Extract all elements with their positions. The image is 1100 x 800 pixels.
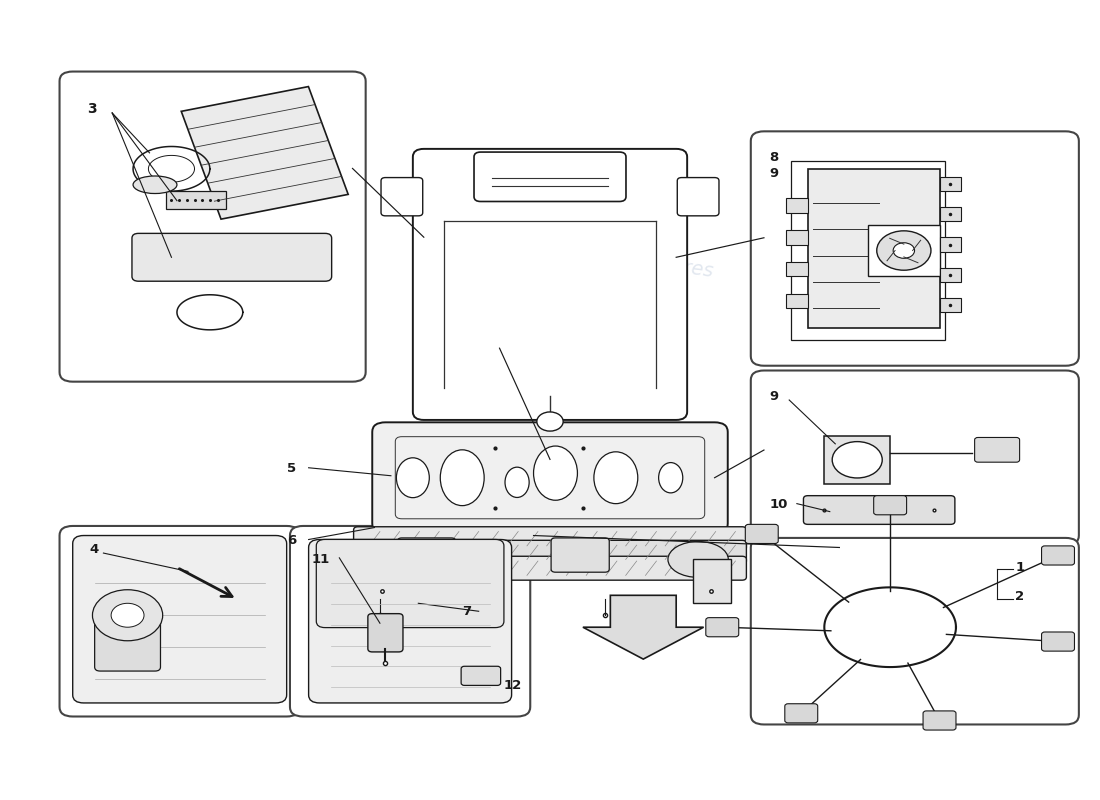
- Text: 11: 11: [312, 554, 330, 566]
- Bar: [868, 225, 939, 277]
- Ellipse shape: [133, 176, 177, 194]
- FancyBboxPatch shape: [751, 370, 1079, 545]
- FancyBboxPatch shape: [751, 538, 1079, 725]
- Text: 3: 3: [87, 102, 97, 116]
- Polygon shape: [182, 86, 349, 219]
- Bar: [363, 559, 402, 603]
- Bar: [824, 436, 890, 484]
- FancyBboxPatch shape: [784, 704, 817, 723]
- Ellipse shape: [659, 462, 683, 493]
- FancyBboxPatch shape: [353, 556, 747, 580]
- FancyBboxPatch shape: [132, 234, 332, 282]
- Text: 1: 1: [1015, 561, 1024, 574]
- Text: eurospares: eurospares: [748, 530, 835, 557]
- Ellipse shape: [594, 452, 638, 504]
- FancyBboxPatch shape: [678, 178, 719, 216]
- Bar: [785, 294, 807, 308]
- Circle shape: [92, 590, 163, 641]
- FancyBboxPatch shape: [381, 178, 422, 216]
- FancyBboxPatch shape: [290, 526, 530, 717]
- FancyBboxPatch shape: [95, 619, 161, 671]
- FancyBboxPatch shape: [751, 131, 1079, 366]
- Text: eurospares: eurospares: [145, 530, 231, 557]
- FancyBboxPatch shape: [59, 71, 365, 382]
- FancyBboxPatch shape: [746, 524, 778, 543]
- Bar: [939, 207, 961, 222]
- FancyBboxPatch shape: [372, 422, 728, 533]
- FancyBboxPatch shape: [59, 526, 300, 717]
- Ellipse shape: [396, 458, 429, 498]
- Bar: [785, 230, 807, 245]
- Bar: [939, 298, 961, 312]
- Polygon shape: [583, 595, 704, 659]
- FancyBboxPatch shape: [353, 526, 747, 550]
- Bar: [807, 169, 939, 328]
- FancyBboxPatch shape: [1042, 632, 1075, 651]
- FancyBboxPatch shape: [803, 496, 955, 524]
- FancyBboxPatch shape: [412, 149, 688, 420]
- FancyBboxPatch shape: [923, 711, 956, 730]
- Text: 7: 7: [462, 606, 471, 618]
- FancyBboxPatch shape: [474, 152, 626, 202]
- Circle shape: [111, 603, 144, 627]
- FancyBboxPatch shape: [975, 438, 1020, 462]
- FancyBboxPatch shape: [317, 539, 504, 628]
- Bar: [939, 177, 961, 191]
- Ellipse shape: [668, 542, 728, 578]
- FancyBboxPatch shape: [461, 666, 500, 686]
- Ellipse shape: [440, 450, 484, 506]
- Text: eurospares: eurospares: [605, 247, 715, 282]
- FancyBboxPatch shape: [309, 539, 512, 703]
- Bar: [939, 268, 961, 282]
- Text: eurospares: eurospares: [187, 247, 298, 282]
- Text: 5: 5: [287, 462, 296, 474]
- Bar: [785, 262, 807, 277]
- Bar: [693, 559, 732, 603]
- FancyBboxPatch shape: [73, 535, 287, 703]
- Bar: [166, 191, 227, 209]
- Circle shape: [537, 412, 563, 431]
- Circle shape: [877, 231, 931, 270]
- Circle shape: [833, 442, 882, 478]
- Text: 4: 4: [89, 543, 98, 556]
- FancyBboxPatch shape: [551, 538, 609, 572]
- FancyBboxPatch shape: [873, 496, 906, 515]
- Bar: [791, 161, 945, 340]
- Text: 12: 12: [504, 679, 522, 692]
- FancyBboxPatch shape: [706, 618, 739, 637]
- Text: 10: 10: [769, 498, 788, 510]
- Text: 9: 9: [769, 166, 779, 180]
- FancyBboxPatch shape: [397, 538, 455, 572]
- FancyBboxPatch shape: [367, 614, 403, 652]
- FancyBboxPatch shape: [1042, 546, 1075, 565]
- Ellipse shape: [534, 446, 578, 500]
- Ellipse shape: [505, 467, 529, 498]
- Text: 9: 9: [769, 390, 779, 403]
- Text: 8: 8: [769, 151, 779, 164]
- Bar: [785, 198, 807, 213]
- Circle shape: [893, 242, 914, 258]
- Text: 2: 2: [1015, 590, 1024, 603]
- Text: 6: 6: [287, 534, 296, 546]
- Bar: [939, 238, 961, 252]
- FancyBboxPatch shape: [353, 540, 747, 564]
